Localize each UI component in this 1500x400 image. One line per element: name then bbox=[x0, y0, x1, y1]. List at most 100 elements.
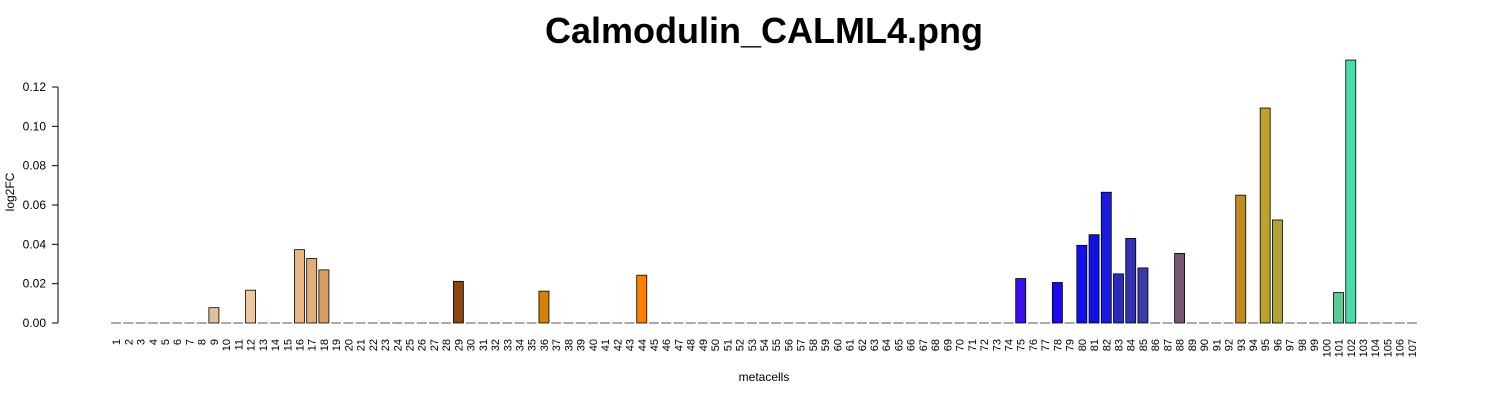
bar-83 bbox=[1113, 273, 1124, 324]
x-tick-label: 44 bbox=[637, 339, 649, 351]
chart-title: Calmodulin_CALML4.png bbox=[545, 10, 983, 51]
x-tick-label: 97 bbox=[1285, 339, 1297, 351]
x-tick-label: 89 bbox=[1187, 339, 1199, 351]
x-tick-label: 81 bbox=[1089, 339, 1101, 351]
x-tick-label: 2 bbox=[123, 339, 135, 345]
x-tick-label: 36 bbox=[539, 339, 551, 351]
x-tick-label: 101 bbox=[1334, 339, 1346, 357]
x-tick-label: 49 bbox=[698, 339, 710, 351]
bar-75 bbox=[1015, 278, 1027, 324]
x-tick-label: 99 bbox=[1309, 339, 1321, 351]
x-tick-label: 77 bbox=[1040, 339, 1052, 351]
bar-82 bbox=[1100, 191, 1112, 324]
x-tick-label: 76 bbox=[1028, 339, 1040, 351]
bar-16 bbox=[294, 249, 305, 324]
x-tick-label: 98 bbox=[1297, 339, 1309, 351]
x-tick-label: 68 bbox=[930, 339, 942, 351]
x-tick-label: 39 bbox=[576, 339, 588, 351]
x-tick-label: 46 bbox=[661, 339, 673, 351]
x-tick-label: 87 bbox=[1162, 339, 1174, 351]
x-tick-label: 33 bbox=[502, 339, 514, 351]
x-tick-label: 95 bbox=[1260, 339, 1272, 351]
x-tick-label: 67 bbox=[918, 339, 930, 351]
x-tick-label: 64 bbox=[881, 339, 893, 351]
y-axis: 0.00 0.02 0.04 0.06 0.08 0.10 0.12 bbox=[23, 80, 59, 330]
x-tick-label: 73 bbox=[991, 339, 1003, 351]
x-tick-label: 20 bbox=[343, 339, 355, 351]
x-tick-label: 5 bbox=[160, 339, 172, 345]
x-tick-label: 28 bbox=[441, 339, 453, 351]
x-tick-label: 62 bbox=[857, 339, 869, 351]
x-tick-label: 71 bbox=[967, 339, 979, 351]
x-tick-label: 15 bbox=[282, 339, 294, 351]
x-tick-label: 105 bbox=[1382, 339, 1394, 357]
x-tick-label: 58 bbox=[808, 339, 820, 351]
x-tick-label: 27 bbox=[429, 339, 441, 351]
y-tick-label: 0.04 bbox=[23, 237, 47, 251]
x-tick-label: 4 bbox=[148, 339, 160, 345]
x-tick-label: 107 bbox=[1407, 339, 1419, 357]
x-tick-label: 48 bbox=[686, 339, 698, 351]
x-tick-label: 59 bbox=[820, 339, 832, 351]
y-axis-label: log2FC bbox=[3, 172, 17, 211]
bar-36 bbox=[538, 290, 550, 324]
x-tick-label: 100 bbox=[1321, 339, 1333, 357]
x-tick-label: 37 bbox=[551, 339, 563, 351]
x-tick-label: 82 bbox=[1101, 339, 1113, 351]
x-tick-label: 43 bbox=[625, 339, 637, 351]
x-tick-label: 103 bbox=[1358, 339, 1370, 357]
y-tick-label: 0.08 bbox=[23, 159, 47, 173]
x-tick-label: 79 bbox=[1065, 339, 1077, 351]
x-tick-label: 14 bbox=[270, 339, 282, 351]
bar-101 bbox=[1333, 292, 1344, 324]
x-tick-label: 35 bbox=[527, 339, 539, 351]
x-tick-label: 84 bbox=[1126, 339, 1138, 351]
bar-9 bbox=[208, 307, 220, 324]
x-tick-label: 50 bbox=[710, 339, 722, 351]
y-tick-label: 0.02 bbox=[23, 277, 47, 291]
x-tick-label: 38 bbox=[563, 339, 575, 351]
x-tick-label: 9 bbox=[209, 339, 221, 345]
x-tick-label: 70 bbox=[955, 339, 967, 351]
y-tick-label: 0.00 bbox=[23, 316, 47, 330]
bar-80 bbox=[1076, 244, 1088, 324]
bars bbox=[111, 59, 1417, 324]
x-tick-label: 8 bbox=[197, 339, 209, 345]
x-tick-label: 10 bbox=[221, 339, 233, 351]
x-tick-label: 86 bbox=[1150, 339, 1162, 351]
bar-88 bbox=[1174, 252, 1186, 324]
x-tick-label: 56 bbox=[783, 339, 795, 351]
x-tick-label: 53 bbox=[747, 339, 759, 351]
x-tick-label: 78 bbox=[1052, 339, 1064, 351]
bar-18 bbox=[318, 269, 330, 324]
x-tick-label: 104 bbox=[1370, 339, 1382, 357]
x-tick-label: 41 bbox=[600, 339, 612, 351]
x-tick-label: 61 bbox=[845, 339, 857, 351]
x-tick-label: 32 bbox=[490, 339, 502, 351]
bar-84 bbox=[1125, 238, 1137, 324]
x-tick-label: 54 bbox=[759, 339, 771, 351]
x-tick-label: 6 bbox=[172, 339, 184, 345]
bar-96 bbox=[1272, 219, 1283, 324]
x-tick-label: 74 bbox=[1003, 339, 1015, 351]
x-tick-label: 17 bbox=[307, 339, 319, 351]
y-tick-label: 0.06 bbox=[23, 198, 47, 212]
x-tick-labels: 1 2 3 4 5 6 7 8 9 10 11 12 13 14 15 16 17 18 19 20 21 22 23 24 2… bbox=[111, 339, 1419, 357]
bar-29 bbox=[452, 280, 464, 324]
x-tick-label: 88 bbox=[1175, 339, 1187, 351]
x-tick-label: 92 bbox=[1224, 339, 1236, 351]
x-tick-label: 96 bbox=[1272, 339, 1284, 351]
x-tick-label: 72 bbox=[979, 339, 991, 351]
x-tick-label: 51 bbox=[722, 339, 734, 351]
x-tick-label: 11 bbox=[233, 339, 245, 350]
x-tick-label: 31 bbox=[478, 339, 490, 351]
x-tick-label: 34 bbox=[515, 339, 527, 351]
bar-95 bbox=[1259, 107, 1271, 324]
x-tick-label: 29 bbox=[453, 339, 465, 351]
x-tick-label: 52 bbox=[735, 339, 747, 351]
x-tick-label: 16 bbox=[294, 339, 306, 351]
bar-17 bbox=[306, 258, 318, 324]
x-tick-label: 47 bbox=[673, 339, 685, 351]
x-tick-label: 42 bbox=[612, 339, 624, 351]
